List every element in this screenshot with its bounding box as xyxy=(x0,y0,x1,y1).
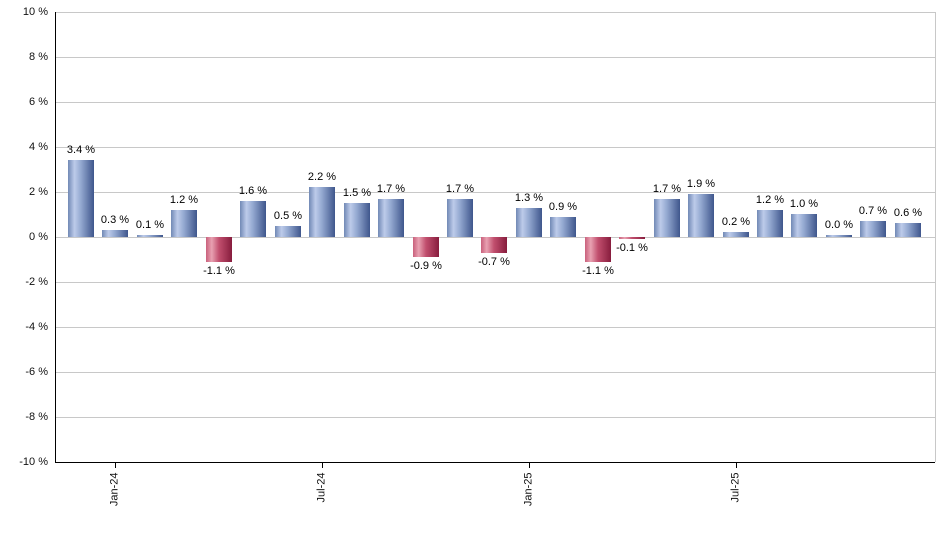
bar-positive[interactable] xyxy=(275,226,301,237)
bar-negative[interactable] xyxy=(585,237,611,262)
bar-value-label: 1.3 % xyxy=(514,192,544,204)
bar-value-label: 0.5 % xyxy=(273,210,303,222)
x-axis-tick xyxy=(736,462,737,468)
gridline xyxy=(55,102,935,103)
bar-positive[interactable] xyxy=(757,210,783,237)
bar-value-label: 1.2 % xyxy=(169,194,199,206)
bar-positive[interactable] xyxy=(171,210,197,237)
gridline xyxy=(55,57,935,58)
bar-value-label: 0.7 % xyxy=(858,205,888,217)
bar-positive[interactable] xyxy=(102,230,128,237)
gridline xyxy=(55,417,935,418)
bar-value-label: -1.1 % xyxy=(203,265,235,277)
bar-value-label: 0.3 % xyxy=(100,214,130,226)
y-axis-tick-label: -6 % xyxy=(25,366,48,378)
bar-positive[interactable] xyxy=(344,203,370,237)
bar-positive[interactable] xyxy=(309,187,335,237)
plot-right-border xyxy=(935,12,936,462)
x-axis-tick xyxy=(529,462,530,468)
bar-value-label: -0.9 % xyxy=(410,260,442,272)
x-axis-tick-label: Jan-24 xyxy=(108,472,121,507)
bar-positive[interactable] xyxy=(654,199,680,237)
bar-positive[interactable] xyxy=(688,194,714,237)
bar-positive[interactable] xyxy=(723,232,749,237)
y-axis-tick-label: -8 % xyxy=(25,411,48,423)
bar-value-label: 1.0 % xyxy=(789,198,819,210)
bar-value-label: 1.5 % xyxy=(342,187,372,199)
bar-value-label: 0.0 % xyxy=(824,219,854,231)
x-axis-tick-label: Jul-25 xyxy=(729,472,742,503)
y-axis-tick-label: 0 % xyxy=(29,231,48,243)
bar-value-label: -0.7 % xyxy=(478,256,510,268)
y-axis-tick-label: 6 % xyxy=(29,96,48,108)
bar-value-label: 1.6 % xyxy=(238,185,268,197)
bar-value-label: 3.4 % xyxy=(66,144,96,156)
y-axis-tick-label: 4 % xyxy=(29,141,48,153)
gridline xyxy=(55,372,935,373)
y-axis-tick-label: 8 % xyxy=(29,51,48,63)
bar-positive[interactable] xyxy=(68,160,94,237)
bar-positive[interactable] xyxy=(791,214,817,237)
bar-positive[interactable] xyxy=(860,221,886,237)
y-axis-tick-label: 10 % xyxy=(22,6,48,18)
bar-value-label: 0.1 % xyxy=(135,219,165,231)
y-axis-tick-label: -10 % xyxy=(19,456,48,468)
gridline xyxy=(55,192,935,193)
bar-value-label: 1.7 % xyxy=(652,183,682,195)
bar-value-label: 1.7 % xyxy=(445,183,475,195)
gridline xyxy=(55,147,935,148)
y-axis-tick-label: 2 % xyxy=(29,186,48,198)
bar-positive[interactable] xyxy=(137,235,163,237)
y-axis-tick-label: -4 % xyxy=(25,321,48,333)
bar-value-label: 1.2 % xyxy=(755,194,785,206)
bar-positive[interactable] xyxy=(516,208,542,237)
bar-value-label: 0.2 % xyxy=(721,216,751,228)
gridline xyxy=(55,327,935,328)
bar-positive[interactable] xyxy=(895,223,921,237)
x-axis-tick xyxy=(115,462,116,468)
bar-value-label: -0.1 % xyxy=(616,242,648,254)
bar-value-label: 1.9 % xyxy=(686,178,716,190)
bar-positive[interactable] xyxy=(378,199,404,237)
x-axis-tick-label: Jul-24 xyxy=(315,472,328,503)
x-axis-line xyxy=(55,462,935,463)
bar-value-label: 2.2 % xyxy=(307,171,337,183)
bar-positive[interactable] xyxy=(826,235,852,237)
bar-value-label: 0.9 % xyxy=(548,201,578,213)
bar-negative[interactable] xyxy=(413,237,439,257)
bar-positive[interactable] xyxy=(240,201,266,237)
bar-negative[interactable] xyxy=(481,237,507,253)
bar-value-label: 0.6 % xyxy=(893,207,923,219)
x-axis-tick xyxy=(322,462,323,468)
bar-value-label: 1.7 % xyxy=(376,183,406,195)
bar-positive[interactable] xyxy=(447,199,473,237)
y-axis-tick-label: -2 % xyxy=(25,276,48,288)
bar-negative[interactable] xyxy=(619,237,645,239)
y-axis-line xyxy=(55,12,56,462)
gridline xyxy=(55,12,935,13)
gridline xyxy=(55,282,935,283)
bar-positive[interactable] xyxy=(550,217,576,237)
bar-value-label: -1.1 % xyxy=(582,265,614,277)
bar-negative[interactable] xyxy=(206,237,232,262)
x-axis-tick-label: Jan-25 xyxy=(522,472,535,507)
